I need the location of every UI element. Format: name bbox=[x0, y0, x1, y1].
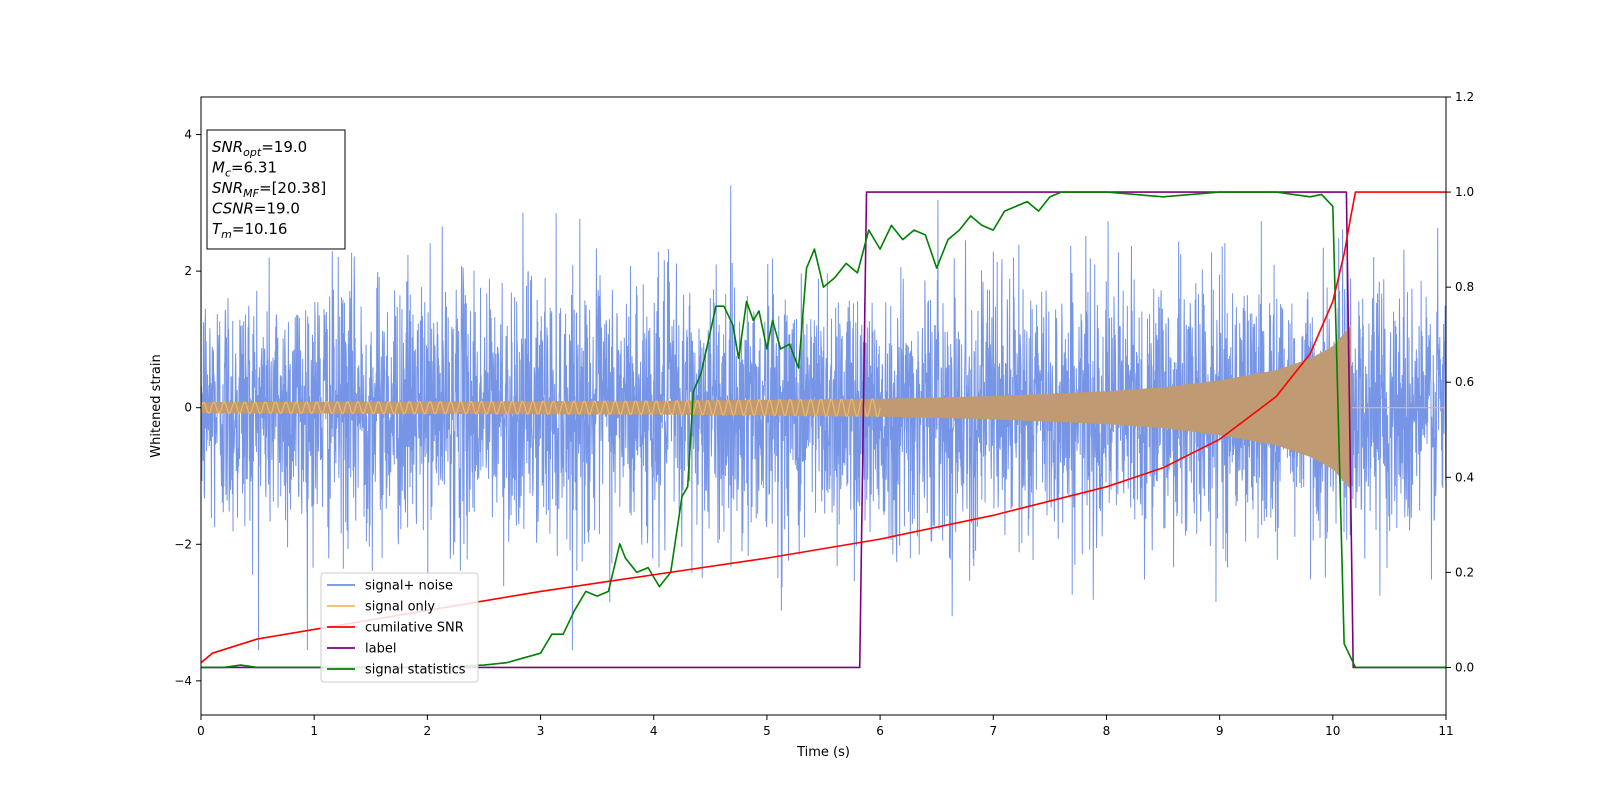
legend-entry: cumilative SNR bbox=[365, 621, 464, 636]
annotation-line: Mc=6.31 bbox=[212, 159, 277, 180]
y-left-tick-label: 0 bbox=[184, 401, 192, 415]
legend-frame bbox=[320, 572, 479, 683]
annotation-variable: SNR bbox=[212, 179, 243, 197]
y-axis-label: Whitened strain bbox=[149, 354, 164, 457]
x-tick-label: 9 bbox=[1216, 724, 1224, 738]
y-right-tick-label: 0.2 bbox=[1455, 565, 1474, 579]
annotation-frame bbox=[206, 129, 346, 250]
legend-entry: signal+ noise bbox=[365, 579, 453, 594]
y-left-tick-label: −2 bbox=[174, 537, 192, 551]
legend: signal+ noise signal only cumilative SNR la… bbox=[320, 572, 479, 683]
x-tick-label: 6 bbox=[876, 724, 884, 738]
annotation-variable: SNR bbox=[212, 138, 243, 156]
legend-entry: signal statistics bbox=[365, 663, 466, 678]
annotation-value: =10.16 bbox=[232, 220, 288, 238]
x-tick-label: 4 bbox=[650, 724, 658, 738]
annotation-variable: M bbox=[212, 159, 225, 177]
series-signal-only-line bbox=[201, 398, 881, 418]
annotation-variable: T bbox=[212, 220, 223, 238]
y-right-tick-label: 0.8 bbox=[1455, 280, 1474, 294]
annotation-value: =[20.38] bbox=[259, 179, 326, 197]
annotation-subscript: MF bbox=[243, 187, 259, 200]
annotation-line: CSNR=19.0 bbox=[212, 200, 300, 218]
y-right-tick-label: 1.0 bbox=[1455, 185, 1474, 199]
annotation-box: SNRopt=19.0Mc=6.31SNRMF=[20.38]CSNR=19.0… bbox=[206, 129, 346, 250]
y-left-tick-label: 2 bbox=[184, 264, 192, 278]
legend-entry: signal only bbox=[365, 600, 435, 615]
annotation-value: =19.0 bbox=[261, 138, 307, 156]
x-tick-label: 1 bbox=[310, 724, 318, 738]
annotation-value: =19.0 bbox=[254, 200, 300, 218]
x-tick-label: 5 bbox=[763, 724, 771, 738]
x-tick-label: 8 bbox=[1103, 724, 1111, 738]
y-right-tick-label: 0.0 bbox=[1455, 660, 1474, 674]
annotation-subscript: m bbox=[221, 228, 232, 241]
x-tick-label: 11 bbox=[1438, 724, 1453, 738]
y-right-tick-label: 1.2 bbox=[1455, 90, 1474, 104]
annotation-line: SNRMF=[20.38] bbox=[212, 179, 326, 200]
x-tick-label: 3 bbox=[537, 724, 545, 738]
x-tick-label: 0 bbox=[197, 724, 205, 738]
series-signal-only-envelope bbox=[201, 325, 1351, 490]
x-tick-label: 10 bbox=[1325, 724, 1340, 738]
annotation-subscript: opt bbox=[243, 146, 262, 159]
x-tick-label: 2 bbox=[424, 724, 432, 738]
legend-entry: label bbox=[365, 642, 396, 657]
x-axis-label: Time (s) bbox=[796, 745, 850, 760]
x-tick-label: 7 bbox=[989, 724, 997, 738]
series-signal-statistics-line bbox=[201, 191, 1446, 669]
annotation-line: Tm=10.16 bbox=[212, 220, 287, 241]
annotation-value: =6.31 bbox=[231, 159, 277, 177]
annotation-subscript: c bbox=[225, 167, 231, 180]
annotation-line: SNRopt=19.0 bbox=[212, 138, 307, 159]
y-right-tick-label: 0.6 bbox=[1455, 375, 1474, 389]
plot-frame bbox=[200, 96, 1447, 716]
y-right-tick-label: 0.4 bbox=[1455, 470, 1474, 484]
y-left-tick-label: 4 bbox=[184, 128, 192, 142]
y-left-tick-label: −4 bbox=[174, 674, 192, 688]
annotation-variable: CSNR bbox=[212, 200, 254, 218]
